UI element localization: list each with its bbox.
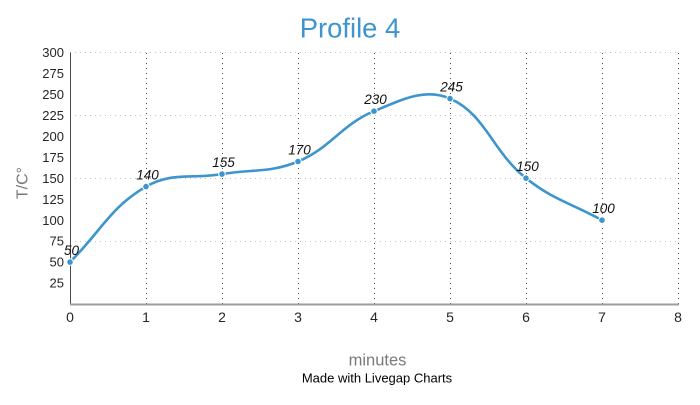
svg-text:250: 250	[42, 87, 64, 102]
svg-text:3: 3	[294, 309, 302, 325]
svg-text:170: 170	[288, 143, 311, 158]
svg-text:225: 225	[42, 108, 64, 123]
svg-text:0: 0	[66, 309, 74, 325]
svg-text:155: 155	[212, 155, 235, 170]
svg-text:100: 100	[42, 213, 64, 228]
svg-text:minutes: minutes	[349, 352, 407, 370]
svg-text:1: 1	[142, 309, 150, 325]
svg-text:200: 200	[42, 129, 64, 144]
svg-text:75: 75	[50, 234, 64, 249]
svg-text:175: 175	[42, 150, 64, 165]
svg-text:150: 150	[516, 159, 539, 174]
svg-text:Profile 4: Profile 4	[300, 13, 400, 44]
svg-text:5: 5	[446, 309, 454, 325]
svg-text:6: 6	[522, 309, 530, 325]
svg-text:140: 140	[136, 168, 159, 183]
svg-text:Made with Livegap Charts: Made with Livegap Charts	[302, 371, 453, 386]
svg-text:300: 300	[42, 45, 64, 60]
svg-text:245: 245	[439, 80, 463, 95]
svg-text:150: 150	[42, 171, 64, 186]
svg-text:50: 50	[64, 243, 80, 258]
svg-text:275: 275	[42, 66, 64, 81]
svg-text:8: 8	[674, 309, 682, 325]
svg-text:230: 230	[363, 92, 387, 107]
svg-text:T/C°: T/C°	[15, 167, 32, 199]
svg-text:4: 4	[370, 309, 378, 325]
svg-text:50: 50	[50, 255, 64, 270]
svg-text:25: 25	[50, 276, 64, 291]
svg-text:100: 100	[592, 201, 615, 216]
svg-text:125: 125	[42, 192, 64, 207]
svg-text:2: 2	[218, 309, 226, 325]
svg-text:7: 7	[598, 309, 606, 325]
